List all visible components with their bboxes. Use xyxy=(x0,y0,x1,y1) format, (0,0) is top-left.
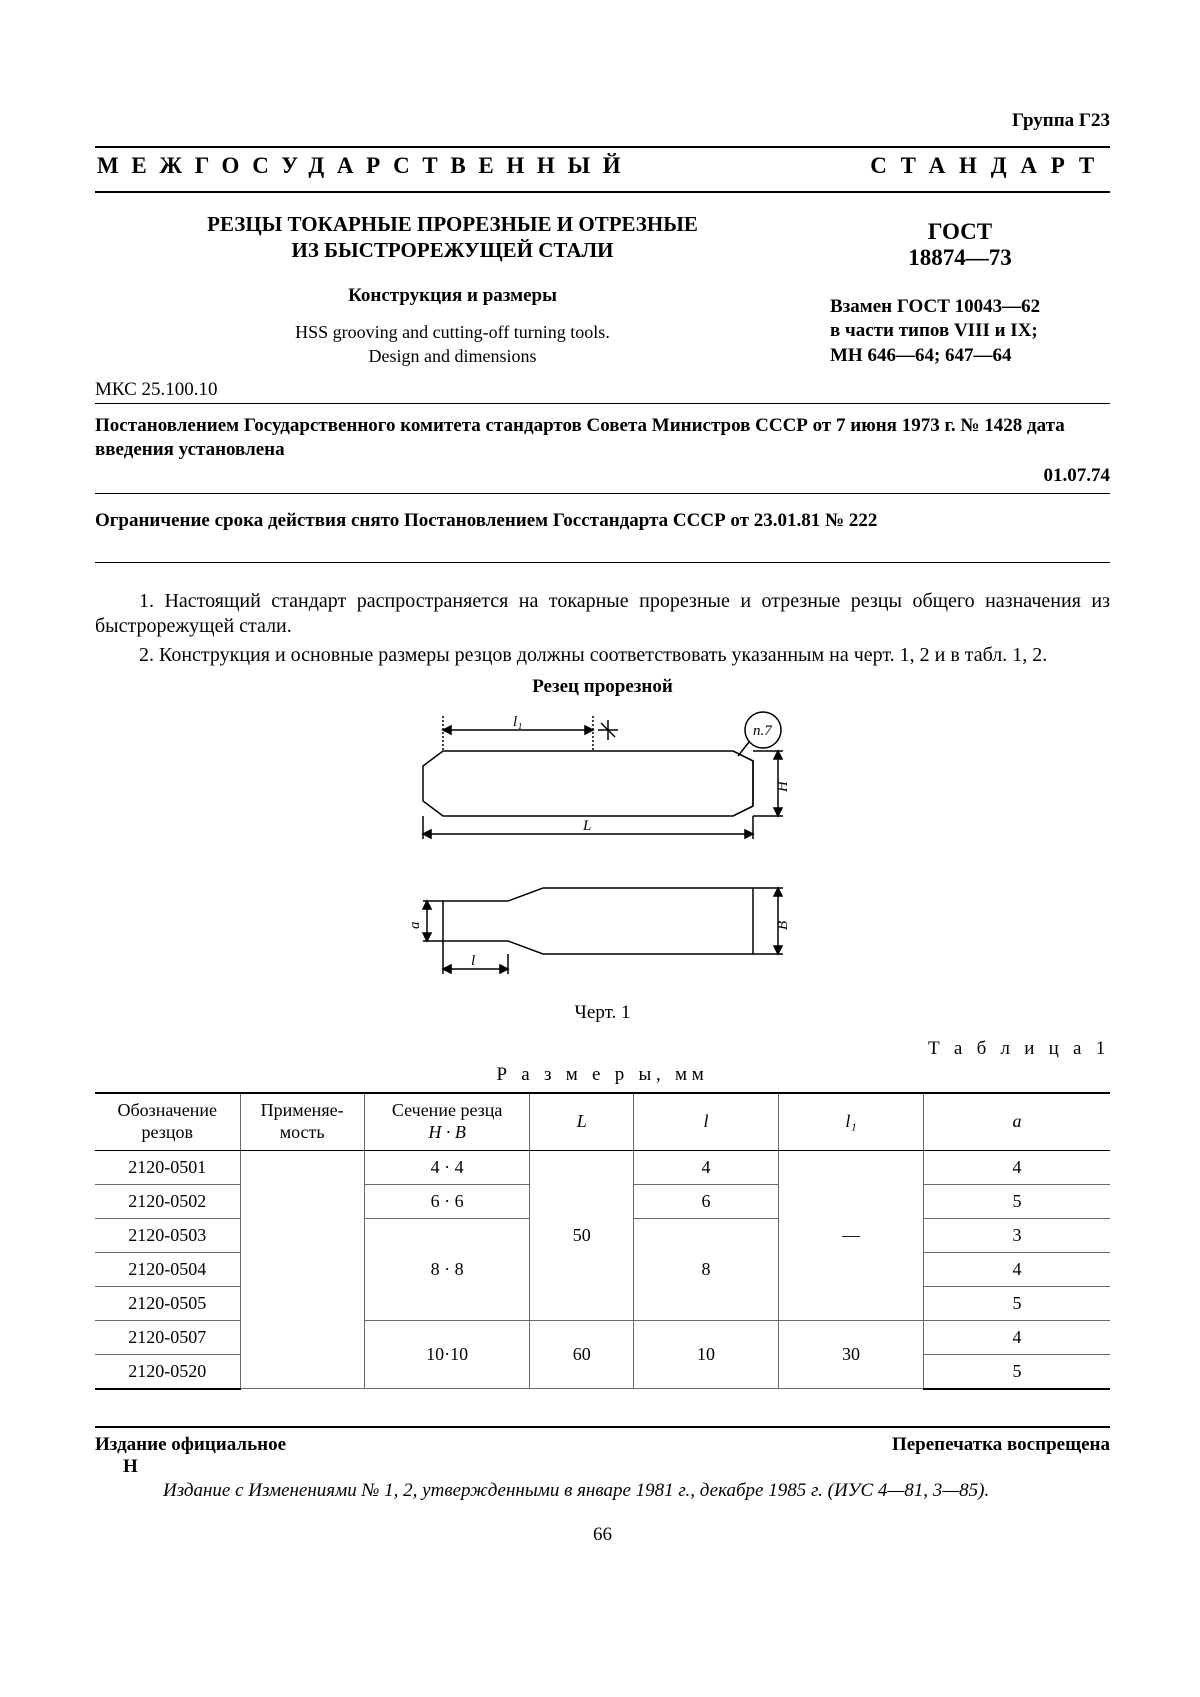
dim-a: a xyxy=(407,922,423,930)
footer-n: Н xyxy=(123,1456,1110,1478)
th-l: l xyxy=(634,1093,779,1150)
diagram-svg: l₁ n.7 H xyxy=(383,706,823,996)
title-block: РЕЗЦЫ ТОКАРНЫЕ ПРОРЕЗНЫЕ И ОТРЕЗНЫЕ ИЗ Б… xyxy=(95,211,1110,369)
figure-caption: Черт. 1 xyxy=(95,1002,1110,1024)
amendments: Издание с Изменениями № 1, 2, утвержденн… xyxy=(163,1480,1110,1502)
dim-B: B xyxy=(775,921,791,930)
interstate-heading: МЕЖГОСУДАРСТВЕННЫЙ СТАНДАРТ xyxy=(95,146,1110,193)
title-en-2: Design and dimensions xyxy=(95,345,810,368)
replace-1: Взамен ГОСТ 10043—62 xyxy=(830,295,1110,320)
dims-label: Р а з м е р ы, мм xyxy=(95,1064,1110,1086)
dim-L: L xyxy=(582,818,591,834)
table-row: 2120-0501 4 · 4 50 4 — 4 xyxy=(95,1150,1110,1184)
para-2: 2. Конструкция и основные размеры резцов… xyxy=(95,643,1110,668)
th-section: Сечение резцаH · B xyxy=(364,1093,530,1150)
replace-3: МН 646—64; 647—64 xyxy=(830,344,1110,369)
title-ru-1: РЕЗЦЫ ТОКАРНЫЕ ПРОРЕЗНЫЕ И ОТРЕЗНЫЕ xyxy=(95,211,810,237)
th-l1: l₁ xyxy=(779,1093,924,1150)
table-wrap: Обозначениерезцов Применяе-мость Сечение… xyxy=(95,1092,1110,1389)
gost-label: ГОСТ xyxy=(810,219,1110,245)
dimensions-table: Обозначениерезцов Применяе-мость Сечение… xyxy=(95,1092,1110,1389)
footer-right: Перепечатка воспрещена xyxy=(892,1434,1110,1456)
page-number: 66 xyxy=(95,1524,1110,1546)
group-tag: Группа Г23 xyxy=(95,110,1110,132)
approval-text: Постановлением Государственного комитета… xyxy=(95,414,1110,462)
dim-l: l xyxy=(471,953,475,969)
figure-title: Резец прорезной xyxy=(95,676,1110,698)
interstate-right: СТАНДАРТ xyxy=(870,148,1108,185)
approval-date: 01.07.74 xyxy=(95,465,1110,487)
replace-2: в части типов VIII и IX; xyxy=(830,319,1110,344)
th-a: a xyxy=(924,1093,1110,1150)
paragraphs: 1. Настоящий стандарт распространяется н… xyxy=(95,589,1110,668)
dim-l1: l₁ xyxy=(513,714,522,730)
mkc-code: МКС 25.100.10 xyxy=(95,375,1110,404)
titles-left: РЕЗЦЫ ТОКАРНЫЕ ПРОРЕЗНЫЕ И ОТРЕЗНЫЕ ИЗ Б… xyxy=(95,211,810,369)
dim-n7: n.7 xyxy=(753,723,773,739)
figure-wrap: l₁ n.7 H xyxy=(95,706,1110,996)
dim-H: H xyxy=(775,780,791,793)
subtitle-ru: Конструкция и размеры xyxy=(95,285,810,307)
footer-left: Издание официальное xyxy=(95,1434,286,1456)
th-usage: Применяе-мость xyxy=(240,1093,364,1150)
restriction-text: Ограничение срока действия снято Постано… xyxy=(95,494,1110,563)
gost-number: 18874—73 xyxy=(810,245,1110,271)
th-L: L xyxy=(530,1093,634,1150)
table-label: Т а б л и ц а 1 xyxy=(95,1038,1110,1060)
title-en-1: HSS grooving and cutting-off turning too… xyxy=(95,321,810,344)
page: Группа Г23 МЕЖГОСУДАРСТВЕННЫЙ СТАНДАРТ Р… xyxy=(0,0,1200,1697)
titles-right: ГОСТ 18874—73 Взамен ГОСТ 10043—62 в час… xyxy=(810,211,1110,369)
para-1: 1. Настоящий стандарт распространяется н… xyxy=(95,589,1110,639)
replace-block: Взамен ГОСТ 10043—62 в части типов VIII … xyxy=(810,295,1110,369)
th-code: Обозначениерезцов xyxy=(95,1093,240,1150)
interstate-left: МЕЖГОСУДАРСТВЕННЫЙ xyxy=(97,148,633,185)
title-ru-2: ИЗ БЫСТРОРЕЖУЩЕЙ СТАЛИ xyxy=(95,237,810,263)
footer-block: Издание официальное Перепечатка воспреще… xyxy=(95,1426,1110,1546)
approval-block: Постановлением Государственного комитета… xyxy=(95,404,1110,495)
